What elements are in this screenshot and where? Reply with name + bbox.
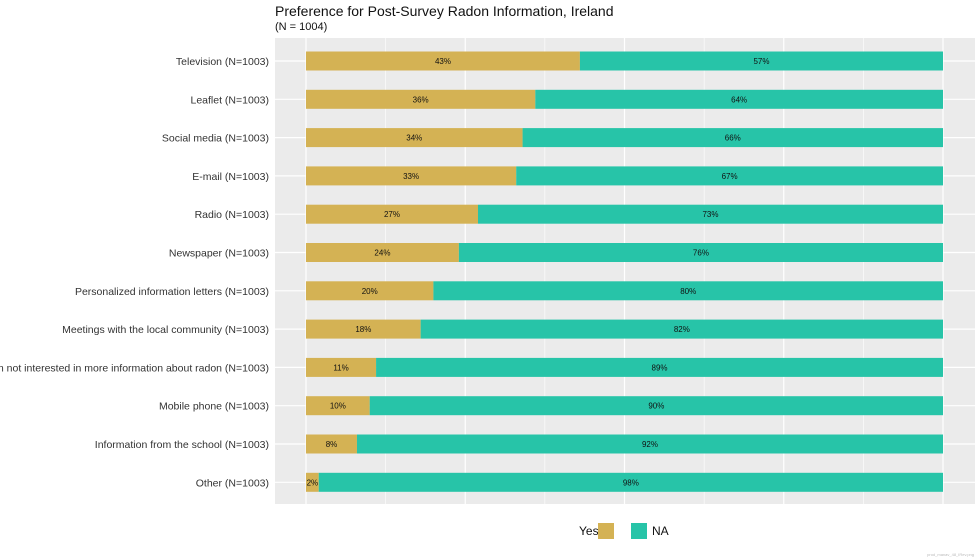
legend-label-yes: Yes	[579, 524, 599, 538]
category-label: Newspaper (N=1003)	[169, 248, 269, 260]
bar-value-label: 66%	[725, 134, 741, 143]
bar-value-label: 73%	[702, 210, 718, 219]
bar-value-label: 36%	[413, 95, 429, 104]
bar-na-11	[318, 472, 943, 492]
bar-value-label: 98%	[623, 478, 639, 487]
chart-title: Preference for Post-Survey Radon Informa…	[275, 3, 614, 19]
bar-yes-1	[306, 89, 536, 109]
bar-value-label: 82%	[674, 325, 690, 334]
category-label: Meetings with the local community (N=100…	[62, 324, 269, 336]
legend-swatch-na	[631, 523, 647, 539]
bar-value-label: 64%	[731, 95, 747, 104]
bar-yes-10	[306, 434, 357, 454]
category-label: Television (N=1003)	[176, 56, 269, 68]
bar-yes-6	[306, 281, 434, 301]
bar-value-label: 20%	[362, 287, 378, 296]
category-label: Information from the school (N=1003)	[95, 439, 269, 451]
category-label: Mobile phone (N=1003)	[159, 401, 269, 413]
bar-na-3	[516, 166, 943, 186]
bar-value-label: 34%	[406, 134, 422, 143]
bar-value-label: 24%	[374, 249, 390, 258]
bar-yes-2	[306, 128, 523, 148]
bar-yes-9	[306, 396, 370, 416]
bar-value-label: 2%	[307, 478, 319, 487]
bar-na-0	[579, 51, 943, 71]
bar-na-4	[477, 204, 943, 224]
bar-yes-3	[306, 166, 517, 186]
legend-label-na: NA	[652, 524, 669, 538]
chart-subtitle: (N = 1004)	[275, 21, 328, 33]
category-labels: Television (N=1003) Leaflet (N=1003) Socia…	[0, 56, 269, 489]
category-label: I am not interested in more information …	[0, 362, 269, 374]
bar-value-label: 27%	[384, 210, 400, 219]
bar-yes-11	[306, 472, 319, 492]
bar-value-label: 18%	[355, 325, 371, 334]
legend-swatch-yes	[598, 523, 614, 539]
category-label: Radio (N=1003)	[195, 209, 269, 221]
bar-yes-0	[306, 51, 580, 71]
bar-value-label: 57%	[753, 57, 769, 66]
bar-na-5	[458, 243, 943, 262]
bar-na-9	[369, 396, 943, 416]
bar-value-label: 90%	[648, 402, 664, 411]
legend: Yes NA	[579, 523, 669, 539]
bar-value-label: 33%	[403, 172, 419, 181]
category-label: Personalized information letters (N=1003…	[75, 286, 269, 298]
bar-value-label: 89%	[652, 363, 668, 372]
category-label: Social media (N=1003)	[162, 133, 269, 145]
bar-yes-8	[306, 357, 377, 377]
bar-na-6	[433, 281, 943, 301]
bar-na-1	[535, 89, 943, 109]
bar-na-2	[522, 128, 943, 148]
category-label: Other (N=1003)	[196, 477, 269, 489]
bar-na-8	[376, 357, 943, 377]
bar-value-label: 43%	[435, 57, 451, 66]
bar-value-label: 11%	[333, 363, 348, 372]
bar-yes-5	[306, 243, 459, 262]
bar-value-label: 80%	[680, 287, 696, 296]
bars-group: 43% 57% 36% 64% 34% 66% 33% 67% 27% 73% 24% 76% 20% 8…	[306, 51, 944, 492]
bar-yes-7	[306, 319, 421, 339]
bar-value-label: 92%	[642, 440, 658, 449]
bar-na-7	[420, 319, 943, 339]
bar-value-label: 76%	[693, 249, 709, 258]
bar-value-label: 8%	[326, 440, 338, 449]
bar-na-10	[356, 434, 944, 454]
bar-value-label: 10%	[330, 402, 346, 411]
category-label: E-mail (N=1003)	[192, 171, 269, 183]
category-label: Leaflet (N=1003)	[190, 94, 269, 106]
bar-value-label: 67%	[722, 172, 738, 181]
bar-yes-4	[306, 204, 478, 224]
image-credit: prod_manav_48_IRev.png	[927, 552, 974, 557]
